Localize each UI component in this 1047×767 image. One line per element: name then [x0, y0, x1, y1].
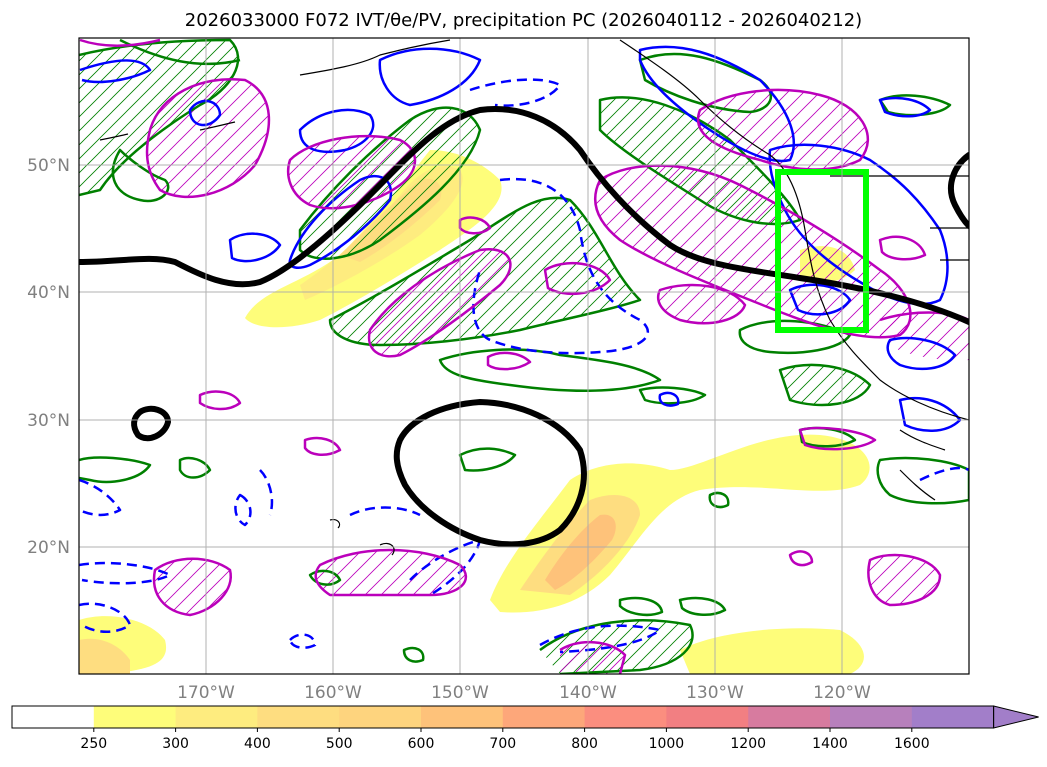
colorbar-extend-arrow — [993, 705, 1039, 729]
colorbar-tick-label: 1000 — [649, 736, 685, 752]
lon-label-140w: 140°W — [559, 683, 617, 703]
colorbar-tick-label: 1600 — [894, 736, 930, 752]
colorbar: 250 300 400 500 600 700 800 1000 1200 1400 1600 — [11, 705, 1039, 752]
lon-labels: 170°W 160°W 150°W 140°W 130°W 120°W — [177, 683, 871, 703]
coastlines — [99, 39, 969, 556]
colorbar-segment — [175, 706, 258, 728]
map-border — [78, 37, 970, 675]
jet-contours — [79, 106, 969, 548]
colorbar-segment — [748, 706, 831, 728]
colorbar-tick-label: 400 — [244, 736, 271, 752]
lat-label-40n: 40°N — [27, 283, 70, 303]
lon-label-150w: 150°W — [431, 683, 489, 703]
lon-label-170w: 170°W — [177, 683, 235, 703]
colorbar-segment — [584, 706, 667, 728]
colorbar-segment — [666, 706, 749, 728]
colorbar-tick-label: 1400 — [812, 736, 848, 752]
lat-label-20n: 20°N — [27, 538, 70, 558]
lon-label-160w: 160°W — [304, 683, 362, 703]
lat-label-30n: 30°N — [27, 411, 70, 431]
theta-e-contours — [79, 38, 969, 674]
colorbar-segment — [502, 706, 586, 728]
region-box — [775, 169, 869, 333]
colorbar-tick-label: 500 — [326, 736, 353, 752]
colorbar-segment — [257, 706, 340, 728]
map-title: 2026033000 F072 IVT/θe/PV, precipitation… — [184, 10, 863, 31]
pv-dashed-contours — [79, 78, 969, 654]
colorbar-tick-label: 250 — [80, 736, 107, 752]
colorbar-segment — [830, 706, 913, 728]
lon-label-120w: 120°W — [813, 683, 871, 703]
precip-hatching — [147, 79, 969, 674]
colorbar-tick-label: 800 — [571, 736, 598, 752]
colorbar-segment — [421, 706, 504, 728]
colorbar-segment — [911, 706, 995, 728]
colorbar-tick-label: 300 — [162, 736, 189, 752]
lat-labels: 50°N 40°N 30°N 20°N — [27, 156, 70, 558]
precip-contours — [79, 38, 969, 674]
gridlines — [79, 38, 969, 674]
colorbar-tick-label: 600 — [408, 736, 435, 752]
lat-label-50n: 50°N — [27, 156, 70, 176]
colorbar-tick-label: 1200 — [730, 736, 766, 752]
colorbar-tick-label: 700 — [489, 736, 516, 752]
colorbar-segment — [339, 706, 422, 728]
colorbar-segment — [12, 706, 95, 728]
colorbar-segment — [93, 706, 177, 728]
lon-label-130w: 130°W — [686, 683, 744, 703]
